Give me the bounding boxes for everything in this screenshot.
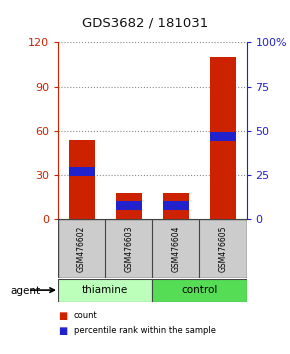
Text: GSM476603: GSM476603 <box>124 225 133 272</box>
FancyBboxPatch shape <box>152 279 246 302</box>
FancyBboxPatch shape <box>58 279 152 302</box>
Text: GSM476602: GSM476602 <box>77 225 86 272</box>
Text: ■: ■ <box>58 311 67 321</box>
Text: ■: ■ <box>58 326 67 336</box>
FancyBboxPatch shape <box>58 219 246 278</box>
Text: control: control <box>181 285 218 295</box>
Bar <box>163 201 189 210</box>
Text: GDS3682 / 181031: GDS3682 / 181031 <box>82 17 208 29</box>
Bar <box>210 132 236 141</box>
Bar <box>116 193 142 219</box>
Text: GSM476604: GSM476604 <box>171 225 180 272</box>
Bar <box>69 140 95 219</box>
Bar <box>116 201 142 210</box>
Bar <box>210 57 236 219</box>
Text: GSM476605: GSM476605 <box>218 225 227 272</box>
Bar <box>163 193 189 219</box>
Bar <box>69 167 95 176</box>
Text: count: count <box>74 311 98 320</box>
Text: agent: agent <box>10 286 40 296</box>
Text: thiamine: thiamine <box>82 285 128 295</box>
FancyBboxPatch shape <box>58 279 246 302</box>
Text: percentile rank within the sample: percentile rank within the sample <box>74 326 216 336</box>
